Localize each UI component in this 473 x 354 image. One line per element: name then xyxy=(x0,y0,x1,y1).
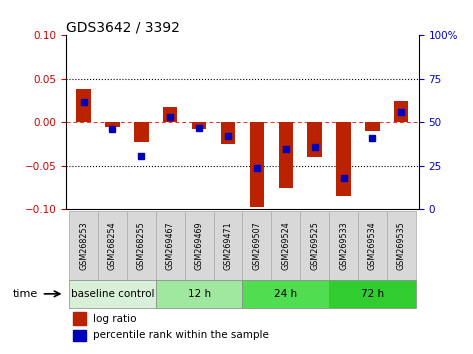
Bar xyxy=(134,122,149,142)
Bar xyxy=(329,280,416,308)
Bar xyxy=(307,122,322,157)
Bar xyxy=(365,122,380,131)
Bar xyxy=(329,211,358,280)
Text: log ratio: log ratio xyxy=(93,314,136,324)
Text: GSM268255: GSM268255 xyxy=(137,221,146,270)
Bar xyxy=(300,211,329,280)
Text: 72 h: 72 h xyxy=(361,289,384,299)
Bar xyxy=(221,122,235,144)
Text: percentile rank within the sample: percentile rank within the sample xyxy=(93,330,269,340)
Bar xyxy=(105,122,120,127)
Text: GSM269507: GSM269507 xyxy=(253,221,262,270)
Bar xyxy=(156,211,184,280)
Text: GSM269533: GSM269533 xyxy=(339,221,348,270)
Bar xyxy=(213,211,243,280)
Text: GSM269525: GSM269525 xyxy=(310,221,319,270)
Bar xyxy=(336,122,350,196)
Text: GSM269467: GSM269467 xyxy=(166,221,175,270)
Text: GSM269469: GSM269469 xyxy=(194,221,203,270)
Bar xyxy=(156,280,243,308)
Bar xyxy=(73,312,86,325)
Bar xyxy=(272,211,300,280)
Bar xyxy=(98,211,127,280)
Bar xyxy=(279,122,293,188)
Text: GSM269535: GSM269535 xyxy=(397,221,406,270)
Bar xyxy=(387,211,416,280)
Text: 12 h: 12 h xyxy=(187,289,210,299)
Text: GSM269524: GSM269524 xyxy=(281,221,290,270)
Text: GSM269471: GSM269471 xyxy=(223,221,232,270)
Bar xyxy=(184,211,213,280)
Text: 24 h: 24 h xyxy=(274,289,298,299)
Bar xyxy=(127,211,156,280)
Text: baseline control: baseline control xyxy=(70,289,154,299)
Bar xyxy=(250,122,264,207)
Text: GSM268253: GSM268253 xyxy=(79,221,88,270)
Bar xyxy=(76,89,91,122)
Bar xyxy=(394,101,409,122)
Bar xyxy=(243,280,329,308)
Bar xyxy=(73,330,86,341)
Bar xyxy=(69,280,156,308)
Bar xyxy=(163,107,177,122)
Text: GSM268254: GSM268254 xyxy=(108,221,117,270)
Bar xyxy=(358,211,387,280)
Bar xyxy=(192,122,206,129)
Text: GDS3642 / 3392: GDS3642 / 3392 xyxy=(66,20,180,34)
Text: GSM269534: GSM269534 xyxy=(368,221,377,270)
Bar xyxy=(69,211,98,280)
Bar xyxy=(243,211,272,280)
Text: time: time xyxy=(13,289,38,299)
